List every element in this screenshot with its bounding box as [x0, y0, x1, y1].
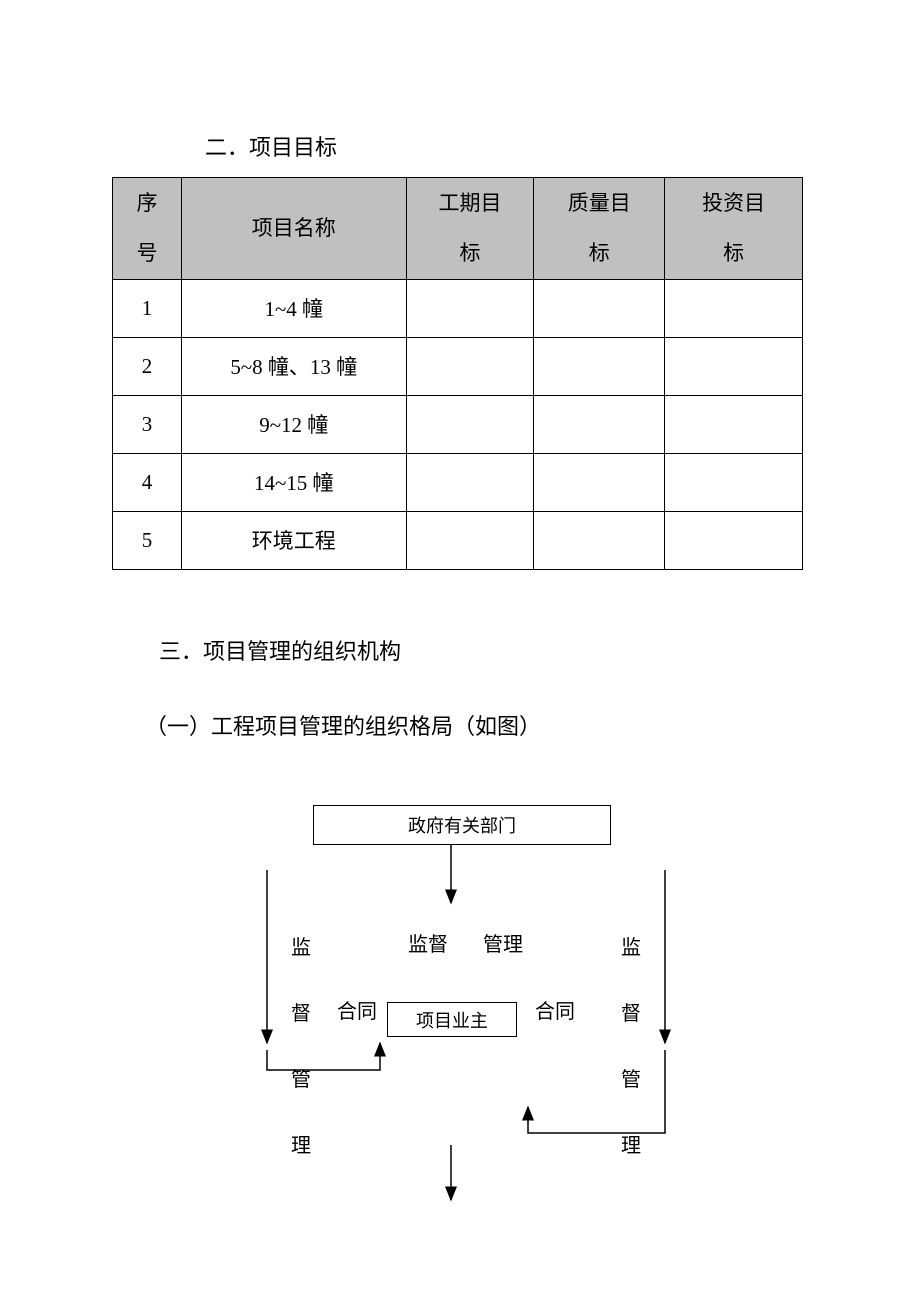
vchar: 管	[290, 1047, 312, 1113]
vchar: 督	[290, 981, 312, 1047]
cell-investment	[665, 337, 803, 395]
vchar: 理	[290, 1113, 312, 1179]
cell-num: 3	[113, 395, 182, 453]
label-supervise-right: 监 督 管 理	[620, 915, 642, 1179]
table-row: 2 5~8 幢、13 幢	[113, 337, 803, 395]
label-contract-left: 合同	[337, 995, 377, 1024]
cell-quality	[534, 337, 665, 395]
table-header-row: 序号 项目名称 工期目标 质量目标 投资目标	[113, 178, 803, 280]
cell-name: 14~15 幢	[181, 453, 406, 511]
cell-duration	[406, 453, 534, 511]
th-text: 标	[459, 228, 480, 278]
vchar: 监	[620, 915, 642, 981]
table-row: 4 14~15 幢	[113, 453, 803, 511]
node-government: 政府有关部门	[313, 805, 611, 845]
cell-duration	[406, 279, 534, 337]
cell-duration	[406, 337, 534, 395]
cell-investment	[665, 453, 803, 511]
cell-quality	[534, 279, 665, 337]
cell-quality	[534, 453, 665, 511]
th-text: 投资目	[702, 178, 765, 228]
vchar: 理	[620, 1113, 642, 1179]
vchar: 管	[620, 1047, 642, 1113]
table-row: 5 环境工程	[113, 511, 803, 569]
cell-name: 环境工程	[181, 511, 406, 569]
vchar: 督	[620, 981, 642, 1047]
section-heading-2: 二．项目目标	[205, 130, 337, 162]
th-text: 序	[136, 178, 157, 228]
section-heading-3: 三．项目管理的组织机构	[159, 634, 401, 666]
th-text: 项目名称	[252, 203, 336, 253]
cell-investment	[665, 395, 803, 453]
cell-duration	[406, 395, 534, 453]
cell-num: 5	[113, 511, 182, 569]
th-text: 标	[723, 228, 744, 278]
cell-name: 1~4 幢	[181, 279, 406, 337]
vchar: 监	[290, 915, 312, 981]
cell-name: 9~12 幢	[181, 395, 406, 453]
th-seq: 序号	[113, 178, 182, 280]
label-supervise-left: 监 督 管 理	[290, 915, 312, 1179]
th-text: 工期目	[438, 178, 501, 228]
th-name: 项目名称	[181, 178, 406, 280]
th-text: 质量目	[568, 178, 631, 228]
th-investment: 投资目标	[665, 178, 803, 280]
cell-investment	[665, 511, 803, 569]
th-text: 号	[136, 228, 157, 278]
node-owner: 项目业主	[387, 1002, 517, 1037]
label-contract-right: 合同	[535, 995, 575, 1024]
cell-num: 4	[113, 453, 182, 511]
cell-quality	[534, 395, 665, 453]
table-row: 1 1~4 幢	[113, 279, 803, 337]
cell-duration	[406, 511, 534, 569]
label-center-left: 监督	[408, 928, 448, 957]
project-goals-table: 序号 项目名称 工期目标 质量目标 投资目标 1 1~4 幢 2 5~8 幢、1…	[112, 177, 803, 570]
cell-num: 1	[113, 279, 182, 337]
th-duration: 工期目标	[406, 178, 534, 280]
cell-investment	[665, 279, 803, 337]
th-text: 标	[589, 228, 610, 278]
org-diagram: 政府有关部门 项目业主 监 督 管 理 监 督 管 理 监督 管理 合同 合同	[225, 805, 745, 1255]
th-quality: 质量目标	[534, 178, 665, 280]
cell-num: 2	[113, 337, 182, 395]
label-center-right: 管理	[483, 928, 523, 957]
cell-name: 5~8 幢、13 幢	[181, 337, 406, 395]
cell-quality	[534, 511, 665, 569]
table-row: 3 9~12 幢	[113, 395, 803, 453]
subsection-heading: （一）工程项目管理的组织格局（如图）	[145, 709, 541, 741]
